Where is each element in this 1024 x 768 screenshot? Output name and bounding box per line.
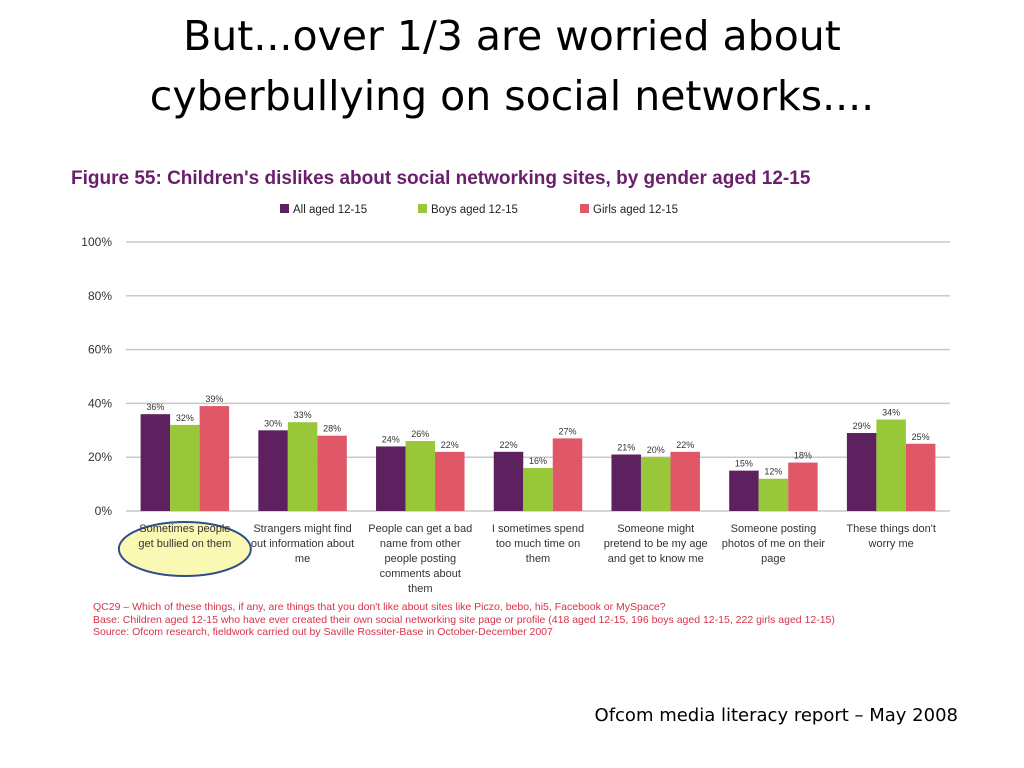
bar [729,470,759,511]
x-category-label: Someone might [617,523,694,535]
x-category-label: them [408,583,432,595]
chart-title: Figure 55: Children's dislikes about soc… [71,168,811,189]
bar-value-label: 28% [323,424,341,434]
x-category-label: pretend to be my age [604,538,708,550]
slide-credit: Ofcom media literacy report – May 2008 [594,705,958,726]
bar-value-label: 22% [441,440,459,450]
x-category-label: I sometimes spend [492,523,584,535]
legend-swatch-1 [280,204,289,213]
bar [287,422,318,511]
bar-value-label: 21% [617,443,635,453]
x-category-label: and get to know me [608,553,704,565]
bar [846,432,877,511]
bar [140,414,171,511]
bar [170,424,200,511]
y-tick-label: 60% [88,343,112,357]
bar-value-label: 12% [764,467,782,477]
bar-value-label: 15% [735,459,753,469]
y-tick-label: 0% [95,504,113,518]
y-tick-label: 20% [88,450,112,464]
bar [611,454,641,511]
bar [523,467,553,511]
bar-value-label: 22% [676,440,694,450]
chart-base-note: Base: Children aged 12-15 who have ever … [93,613,835,626]
bar [405,441,436,511]
x-category-label: Sometimes people [139,523,230,535]
legend-label-2: Boys aged 12-15 [431,204,518,216]
bar [376,446,406,511]
x-category-label: photos of me on their [722,538,826,550]
category-highlight-ellipse [117,521,252,577]
bar [199,406,230,511]
bar-value-label: 20% [647,445,665,455]
bar [552,438,583,511]
x-category-label: People can get a bad [368,523,472,535]
bar-value-label: 27% [558,426,576,436]
x-category-label: people posting [385,553,457,565]
bar [317,435,347,511]
x-category-label: name from other [380,538,461,550]
bar [670,451,700,511]
x-category-label: page [761,553,785,565]
legend-label-3: Girls aged 12-15 [593,204,678,216]
slide-title-line-2: cyberbullying on social networks.... [149,72,875,120]
x-category-label: them [526,553,550,565]
y-tick-label: 80% [88,289,112,303]
bar-chart: Figure 55: Children's dislikes about soc… [71,168,950,595]
x-category-label: Strangers might find [253,523,351,535]
x-category-label: get bullied on them [138,538,231,550]
bar [258,430,288,511]
x-category-label: too much time on [496,538,580,550]
x-category-label: comments about [380,568,461,580]
bar-value-label: 18% [794,451,812,461]
bar [493,451,524,511]
x-category-label: me [295,553,310,565]
chart-source-note: Source: Ofcom research, fieldwork carrie… [93,626,553,638]
x-category-label: Someone posting [731,523,817,535]
legend-swatch-2 [418,204,427,213]
y-tick-label: 40% [88,396,112,410]
bar-value-label: 29% [853,421,871,431]
bar-value-label: 24% [382,434,400,444]
chart-question-note: QC29 – Which of these things, if any, ar… [93,601,666,613]
slide-title-line-1: But...over 1/3 are worried about [183,12,841,60]
x-category-label: out information about [251,538,354,550]
bar-value-label: 32% [176,413,194,423]
bar-value-label: 39% [205,394,223,404]
bar-value-label: 34% [882,408,900,418]
bar-value-label: 16% [529,456,547,466]
bar-value-label: 22% [499,440,517,450]
x-category-label: worry me [868,538,914,550]
bar-value-label: 30% [264,418,282,428]
bar-value-label: 33% [294,410,312,420]
bar-value-label: 25% [912,432,930,442]
y-tick-label: 100% [81,235,112,249]
bar [640,457,671,511]
x-category-label: These things don't [846,523,936,535]
bar [758,478,789,511]
bar [905,443,936,511]
bar-value-label: 36% [146,402,164,412]
bar-value-label: 26% [411,429,429,439]
chart-notes: QC29 – Which of these things, if any, ar… [93,601,835,639]
bar [788,462,818,511]
slide-title: But...over 1/3 are worried about cyberbu… [0,6,1024,126]
bar [876,419,906,511]
legend-swatch-3 [580,204,589,213]
bar [435,451,465,511]
legend-label-1: All aged 12-15 [293,204,367,216]
